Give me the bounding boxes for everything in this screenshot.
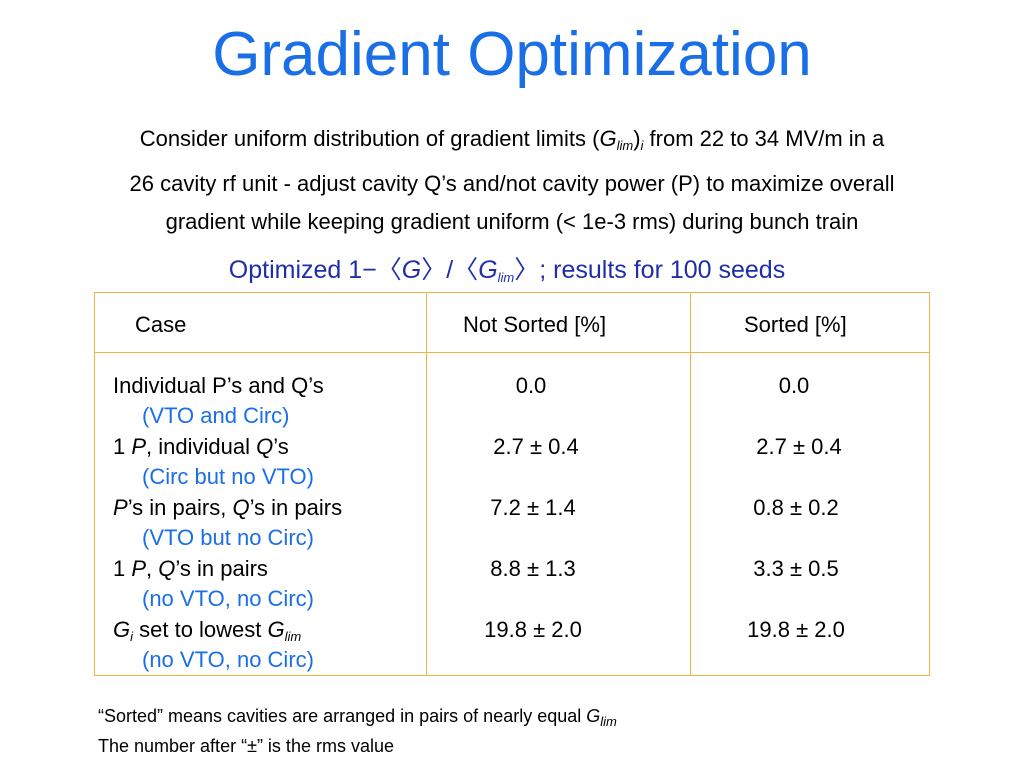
- column-divider: [690, 293, 691, 675]
- row-case: P’s in pairs, Q’s in pairs: [113, 495, 343, 520]
- header-sorted: Sorted [%]: [744, 312, 847, 337]
- row-note: (VTO but no Circ): [142, 525, 314, 550]
- row-not-sorted: 2.7 ± 0.4: [493, 434, 579, 459]
- row-not-sorted: 19.8 ± 2.0: [484, 617, 582, 642]
- row-case: 1 P, Q’s in pairs: [113, 556, 268, 581]
- row-sorted: 0.0: [778, 373, 810, 398]
- column-divider: [426, 293, 427, 675]
- row-not-sorted: 7.2 ± 1.4: [490, 495, 576, 520]
- header-not-sorted: Not Sorted [%]: [463, 312, 607, 337]
- intro-text: Consider uniform distribution of gradien…: [40, 120, 984, 241]
- intro-line-1: Consider uniform distribution of gradien…: [139, 126, 885, 153]
- row-note: (no VTO, no Circ): [142, 586, 314, 611]
- row-note: (no VTO, no Circ): [142, 647, 314, 672]
- slide-title: Gradient Optimization: [212, 20, 812, 89]
- row-sorted: 0.8 ± 0.2: [753, 495, 839, 520]
- row-sorted: 3.3 ± 0.5: [753, 556, 839, 581]
- row-case: Gi set to lowest Glim: [113, 617, 302, 644]
- row-not-sorted: 8.8 ± 1.3: [490, 556, 576, 581]
- row-note: (VTO and Circ): [142, 403, 290, 428]
- intro-line-2: 26 cavity rf unit - adjust cavity Q’s an…: [129, 171, 895, 196]
- row-note: (Circ but no VTO): [142, 464, 314, 489]
- row-case: 1 P, individual Q’s: [113, 434, 289, 459]
- intro-line-3: gradient while keeping gradient uniform …: [165, 209, 859, 234]
- footnote-sorted: “Sorted” means cavities are arranged in …: [98, 706, 617, 729]
- header-divider: [95, 352, 929, 353]
- row-case: Individual P’s and Q’s: [113, 373, 324, 398]
- table-caption: Optimized 1−〈G〉/〈Glim〉; results for 100 …: [228, 256, 786, 285]
- results-table: Case Not Sorted [%] Sorted [%] Individua…: [94, 292, 930, 676]
- header-case: Case: [135, 312, 187, 337]
- row-not-sorted: 0.0: [515, 373, 547, 398]
- row-sorted: 19.8 ± 2.0: [747, 617, 845, 642]
- footnote-rms: The number after “±” is the rms value: [98, 736, 394, 756]
- row-sorted: 2.7 ± 0.4: [756, 434, 842, 459]
